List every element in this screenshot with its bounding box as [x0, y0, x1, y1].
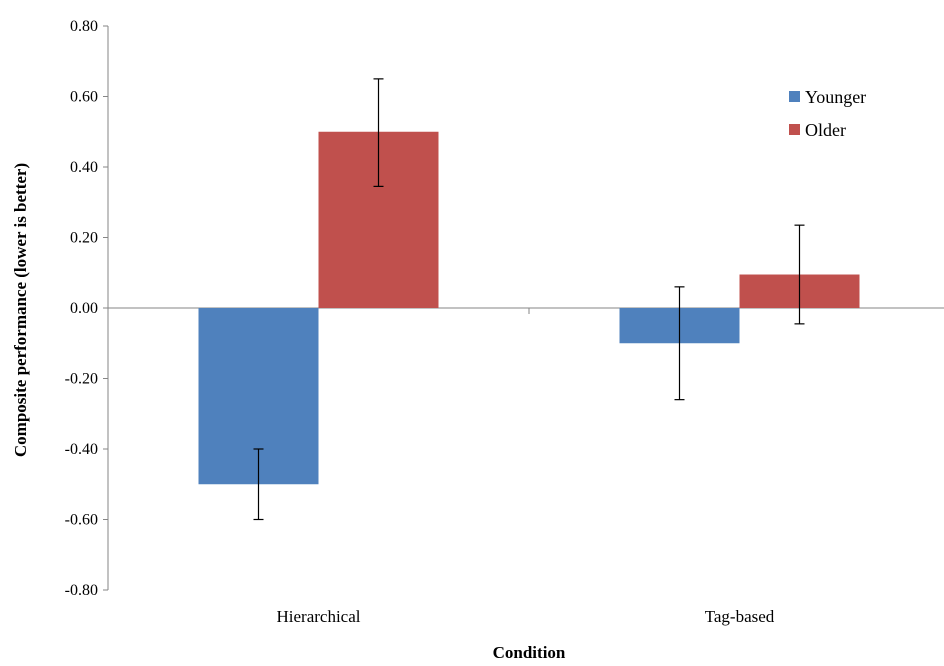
x-category-label: Tag-based	[705, 607, 775, 626]
y-tick-label: -0.60	[65, 512, 98, 529]
legend: Younger Older	[789, 87, 866, 140]
y-tick-label: 0.80	[70, 18, 98, 35]
legend-label-older: Older	[805, 120, 846, 140]
error-bars	[253, 78, 805, 521]
y-tick-label: 0.00	[70, 300, 98, 317]
axes: 0.80 0.60 0.40 0.20 0.00 -0.20 -0.40 -0.60 -0.80…	[65, 18, 944, 626]
y-tick-label: -0.20	[65, 371, 98, 388]
y-tick-label: 0.40	[70, 159, 98, 176]
y-tick-label: 0.20	[70, 230, 98, 247]
legend-swatch-younger	[789, 91, 800, 102]
y-tick-label: 0.60	[70, 89, 98, 106]
y-axis-title: Composite performance (lower is better)	[11, 163, 30, 457]
x-category-label: Hierarchical	[277, 607, 361, 626]
x-axis-title: Condition	[493, 643, 566, 661]
y-tick-label: -0.80	[65, 582, 98, 599]
y-tick-label: -0.40	[65, 441, 98, 458]
legend-swatch-older	[789, 124, 800, 135]
legend-label-younger: Younger	[805, 87, 866, 107]
